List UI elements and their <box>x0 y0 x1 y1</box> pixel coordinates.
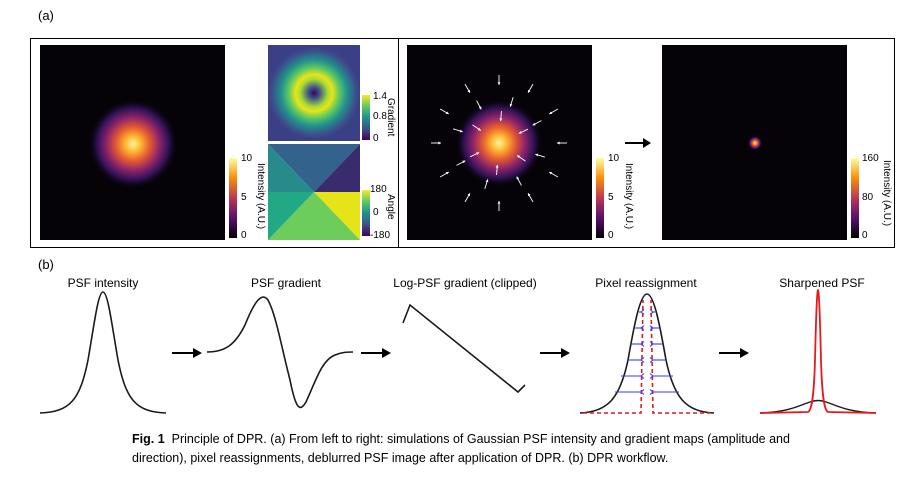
blue-reassign-arrowhead <box>640 357 645 363</box>
cbar4-mid: 5 <box>608 192 614 203</box>
reassign-vector-arrowhead <box>478 106 482 110</box>
blue-reassign-arrowhead <box>649 357 654 363</box>
right-arrow-icon <box>625 136 651 154</box>
reassign-vector-arrowhead <box>528 193 531 197</box>
reassign-vector-arrowhead <box>467 89 470 93</box>
psf-intensity-colorbar <box>229 158 237 238</box>
cbar5-mid: 80 <box>862 192 874 203</box>
arrow-2-icon <box>361 348 391 358</box>
blue-reassign-arrowhead <box>649 389 654 395</box>
caption-text: (a) From left to right: simulations of G… <box>132 432 790 465</box>
psf-gradient-curve <box>206 296 354 409</box>
reassign-vector-arrowhead <box>518 131 522 134</box>
log-psf-gradient-curve <box>402 303 526 394</box>
reassign-vector-arrowhead <box>535 153 539 157</box>
psf-intensity-image <box>40 45 225 240</box>
sharpened-peak-curve <box>759 289 877 414</box>
cbar3-min: -180 <box>370 230 391 241</box>
cbar4-max: 10 <box>608 153 620 164</box>
step-title-sharpened-psf: Sharpened PSF <box>779 276 865 290</box>
reassign-vector-arrowhead <box>532 122 536 126</box>
pixel-reassignment-image <box>407 45 592 240</box>
gradient-amplitude-image <box>268 45 360 141</box>
cbar1-max: 10 <box>241 153 253 164</box>
deblurred-psf-image <box>662 45 847 240</box>
deblurred-colorbar <box>851 158 859 238</box>
panel-a-label: (a) <box>38 8 54 23</box>
reassign-vector-arrowhead <box>445 111 449 114</box>
reassign-vector-arrowhead <box>497 82 501 85</box>
reassign-blue-arrows <box>615 309 679 395</box>
blue-reassign-arrowhead <box>640 341 645 347</box>
cbar5-max: 160 <box>862 153 879 164</box>
reassign-vector-arrowhead <box>549 111 553 114</box>
blue-reassign-arrowhead <box>649 309 654 315</box>
blue-reassign-arrowhead <box>649 373 654 379</box>
reassign-vector-arrowhead <box>557 141 560 145</box>
step-title-psf-intensity: PSF intensity <box>67 276 139 290</box>
arrow-4-icon <box>719 348 749 358</box>
angle-colorbar <box>362 190 370 236</box>
cbar5-min: 0 <box>862 230 868 241</box>
blue-reassign-arrowhead <box>640 389 645 395</box>
reassign-vector-arrowhead <box>459 129 463 133</box>
reassign-vector-arrowhead <box>462 160 466 164</box>
caption-title: Principle of DPR. <box>171 432 267 446</box>
reassign-vector-arrowhead <box>528 89 531 93</box>
cbar1-mid: 5 <box>241 192 247 203</box>
panel-a-right-frame <box>398 38 895 248</box>
reassign-vector-arrowhead <box>499 118 503 122</box>
cbar2-max: 1.4 <box>373 91 387 102</box>
blue-reassign-arrowhead <box>640 373 645 379</box>
step-title-psf-gradient: PSF gradient <box>250 276 322 290</box>
psf-intensity-curve <box>39 291 167 414</box>
reassign-vector-arrowhead <box>497 201 501 204</box>
step-title-log-psf-gradient: Log-PSF gradient (clipped) <box>393 276 537 290</box>
gradient-angle-image <box>268 144 360 240</box>
reassign-vector-arrowhead <box>517 155 521 159</box>
reassign-colorbar <box>596 158 604 238</box>
blue-reassign-arrowhead <box>640 309 645 315</box>
reassign-vector-arrowhead <box>476 152 480 155</box>
gradient-colorbar <box>362 95 370 140</box>
arrow-3-icon <box>540 348 570 358</box>
cbar4-min: 0 <box>608 230 614 241</box>
cbar2-min: 0 <box>373 133 379 144</box>
reassign-vector-arrowhead <box>516 176 520 180</box>
sharpened-base-curve <box>759 399 877 414</box>
blue-reassign-arrowhead <box>649 341 654 347</box>
figure-caption: Fig. 1 Principle of DPR. (a) From left t… <box>132 430 812 468</box>
reassign-vector-arrowhead <box>549 172 553 175</box>
reassign-vector-arrowhead <box>467 193 470 197</box>
reassign-gaussian-curve <box>579 293 715 414</box>
cbar3-max: 180 <box>370 184 387 195</box>
reassign-vector-arrowhead <box>509 103 513 107</box>
reassign-vector-arrowhead <box>495 164 499 168</box>
step-title-pixel-reassignment: Pixel reassignment <box>595 276 697 290</box>
arrow-1-icon <box>172 348 202 358</box>
cbar3-mid: 0 <box>373 207 379 218</box>
reassign-vector-arrowhead <box>445 172 449 175</box>
reassign-red-dashes <box>583 299 711 414</box>
reassign-vector-arrowhead <box>438 141 441 145</box>
reassign-vector-arrowhead <box>485 179 489 183</box>
cbar2-mid: 0.8 <box>373 111 387 122</box>
caption-fig-number: Fig. 1 <box>132 432 165 446</box>
blue-reassign-arrowhead <box>640 325 645 331</box>
blue-reassign-arrowhead <box>649 325 654 331</box>
reassign-vector-arrowhead <box>477 127 481 131</box>
cbar1-min: 0 <box>241 230 247 241</box>
panel-b-label: (b) <box>38 257 54 272</box>
